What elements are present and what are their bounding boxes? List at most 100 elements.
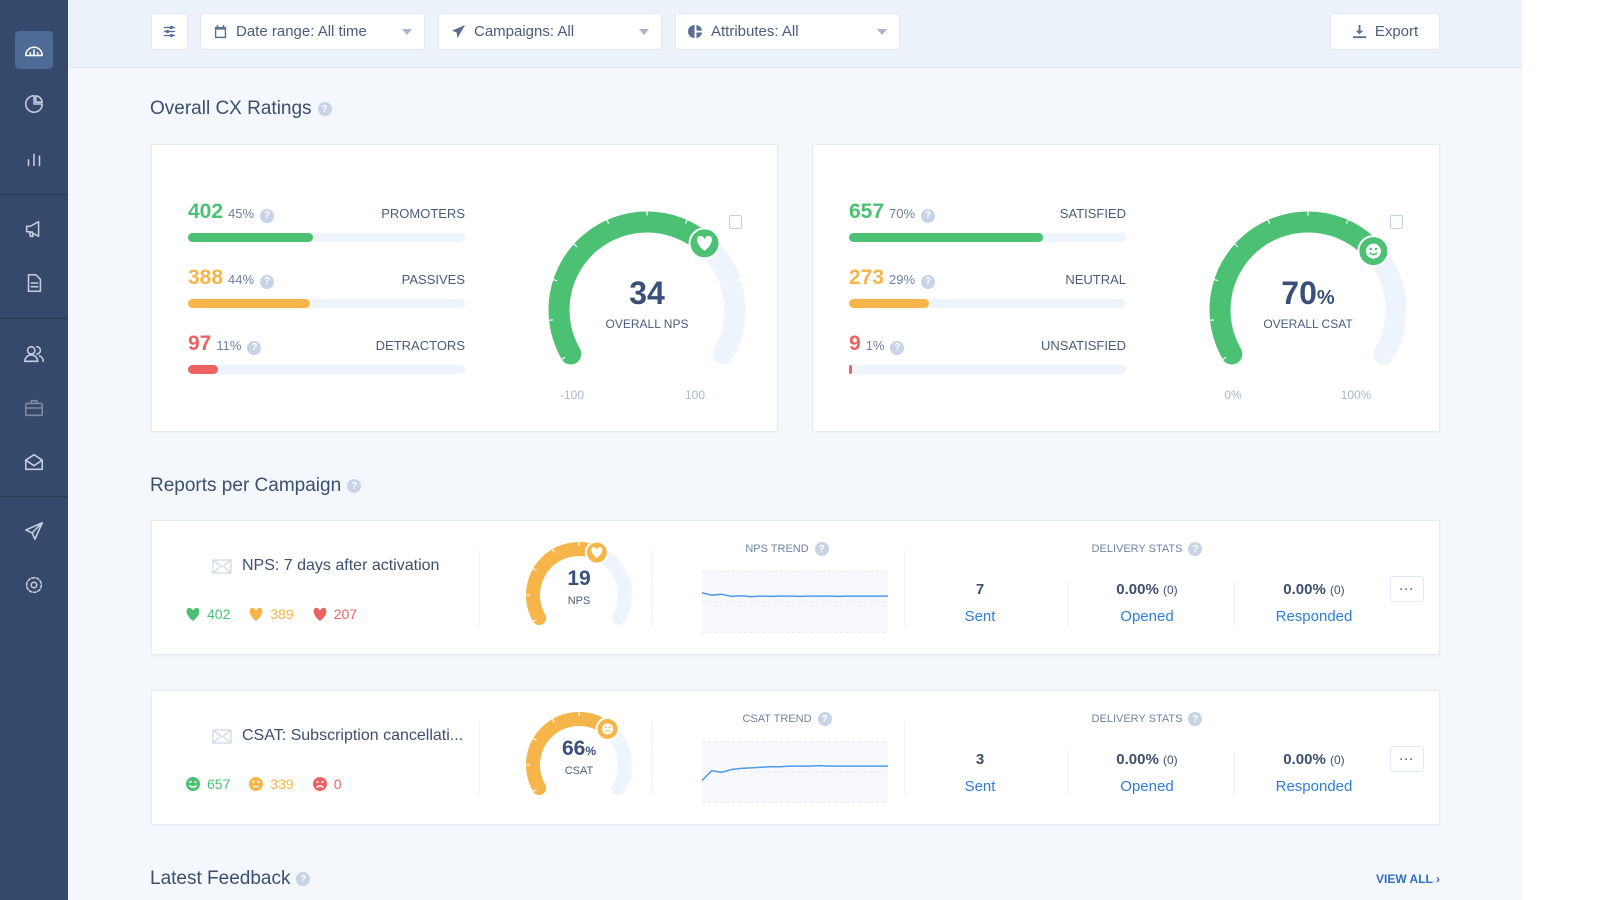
neutral-count: 339: [248, 776, 294, 792]
overall-cx-heading: Overall CX Ratings?: [150, 98, 332, 120]
campaign-title[interactable]: CSAT: Subscription cancellati...: [212, 727, 463, 745]
rating-row: 402 45%? PROMOTERS: [188, 200, 465, 242]
help-icon[interactable]: ?: [317, 102, 332, 116]
sidebar-item-reports[interactable]: [15, 85, 53, 123]
gauge: [548, 211, 746, 365]
campaign-title[interactable]: NPS: 7 days after activation: [212, 557, 439, 575]
sidebar-item-integrations[interactable]: [15, 389, 53, 427]
count-value: 657: [207, 776, 231, 792]
settings-icon: [25, 576, 43, 594]
stat-number: 0.00%: [1116, 581, 1159, 598]
gauge-tick: [606, 219, 610, 224]
count-value: 402: [207, 606, 231, 622]
stat-link-opened[interactable]: Opened: [1120, 608, 1174, 625]
rating-percent: 45%: [228, 206, 255, 221]
stat-number: 0.00%: [1283, 751, 1326, 768]
trend-sparkline: [702, 571, 888, 633]
more-options-button[interactable]: ···: [1390, 576, 1424, 602]
stat-link-opened[interactable]: Opened: [1120, 778, 1174, 795]
sidebar-item-campaigns[interactable]: [15, 210, 53, 248]
gauge-label: OVERALL CSAT: [1263, 317, 1353, 331]
sidebar-item-send[interactable]: [15, 512, 53, 550]
divider: [652, 551, 653, 626]
help-icon[interactable]: ?: [814, 542, 829, 556]
gauge-value-number: 66: [561, 737, 586, 760]
rating-label: UNSATISFIED: [1041, 338, 1126, 353]
help-icon[interactable]: ?: [1188, 712, 1203, 726]
export-button[interactable]: Export: [1330, 13, 1440, 50]
trend-line: [702, 764, 888, 782]
help-icon[interactable]: ?: [890, 340, 905, 355]
trend-sparkline: [702, 741, 888, 803]
help-icon[interactable]: ?: [260, 274, 275, 289]
help-icon[interactable]: ?: [1188, 542, 1203, 556]
help-icon[interactable]: ?: [921, 274, 936, 289]
download-icon: [1352, 24, 1366, 39]
attributes-dropdown[interactable]: Attributes: All: [675, 13, 900, 50]
help-icon[interactable]: ?: [347, 479, 362, 493]
stat-link-sent[interactable]: Sent: [964, 778, 996, 795]
gauge-tick: [684, 219, 688, 224]
delivery-stat-responded: 0.00% (0) Responded: [1239, 581, 1389, 625]
more-options-button[interactable]: ···: [1390, 746, 1424, 772]
help-icon[interactable]: ?: [921, 208, 936, 223]
stat-value: 0.00% (0): [1239, 751, 1389, 768]
response-counts: 657 339 0: [185, 776, 342, 792]
detractors-count: 207: [312, 606, 357, 622]
help-icon[interactable]: ?: [296, 872, 311, 886]
calculator-icon[interactable]: [1390, 215, 1403, 229]
campaign-card[interactable]: CSAT: Subscription cancellati... 657 339 0 6…: [151, 690, 1440, 825]
divider: [1067, 581, 1068, 626]
calculator-icon[interactable]: [729, 215, 742, 229]
gauge-min-label: -100: [559, 388, 585, 402]
gauge-min-label: 0%: [1224, 388, 1242, 402]
gauge-value: 34: [572, 275, 722, 312]
help-icon[interactable]: ?: [817, 712, 832, 726]
delivery-stat-opened: 0.00% (0) Opened: [1072, 751, 1222, 795]
gauge-value-number: 19: [567, 567, 591, 590]
sidebar: [0, 0, 68, 900]
gauge-tick: [728, 356, 733, 360]
trend-line: [702, 591, 888, 598]
smiley-icon: [1365, 243, 1381, 259]
sidebar-item-dashboard[interactable]: [15, 31, 53, 69]
help-icon[interactable]: ?: [260, 208, 275, 223]
chevron-down-icon: [877, 29, 887, 35]
sidebar-item-analytics[interactable]: [15, 139, 53, 177]
sliders-icon: [163, 25, 176, 38]
stat-count: (0): [1163, 583, 1178, 597]
gauge-tick: [532, 737, 537, 742]
heart-icon: [591, 547, 603, 559]
stat-count: (0): [1330, 753, 1345, 767]
sidebar-item-surveys[interactable]: [15, 264, 53, 302]
divider: [0, 194, 68, 195]
stat-link-responded[interactable]: Responded: [1275, 608, 1353, 625]
rating-bar-track: [188, 233, 465, 242]
overall-csat-card: 657 70%? SATISFIED 273 29%? NEUTRAL 9 1%? UNSATI…: [812, 144, 1440, 432]
stat-link-sent[interactable]: Sent: [964, 608, 996, 625]
chevron-down-icon: [639, 29, 649, 35]
paper-plane-icon: [451, 24, 466, 39]
date-range-dropdown[interactable]: Date range: All time: [200, 13, 425, 50]
stat-link-responded[interactable]: Responded: [1275, 778, 1353, 795]
gauge-tick: [1397, 278, 1402, 282]
gauge-fill: [1209, 211, 1384, 365]
help-icon[interactable]: ?: [247, 340, 262, 355]
rating-bar-track: [188, 365, 465, 374]
gauge: [526, 712, 632, 795]
campaigns-dropdown[interactable]: Campaigns: All: [438, 13, 662, 50]
sidebar-item-inbox[interactable]: [15, 443, 53, 481]
sidebar-item-contacts[interactable]: [15, 335, 53, 373]
rating-bar-fill: [188, 365, 219, 374]
campaign-name: CSAT: Subscription cancellati...: [242, 727, 464, 744]
filter-settings-button[interactable]: [151, 13, 188, 50]
delivery-stat-sent: 3 Sent: [905, 751, 1055, 795]
campaign-card[interactable]: NPS: 7 days after activation 402 389 207 19 N…: [151, 520, 1440, 655]
dashboard-icon: [24, 46, 44, 57]
view-all-link[interactable]: VIEW ALL ›: [1376, 872, 1440, 886]
divider: [479, 551, 480, 626]
gauge-fill: [526, 542, 604, 625]
rating-row: 97 11%? DETRACTORS: [188, 332, 465, 374]
sidebar-item-settings[interactable]: [15, 566, 53, 604]
delivery-stat-sent: 7 Sent: [905, 581, 1055, 625]
